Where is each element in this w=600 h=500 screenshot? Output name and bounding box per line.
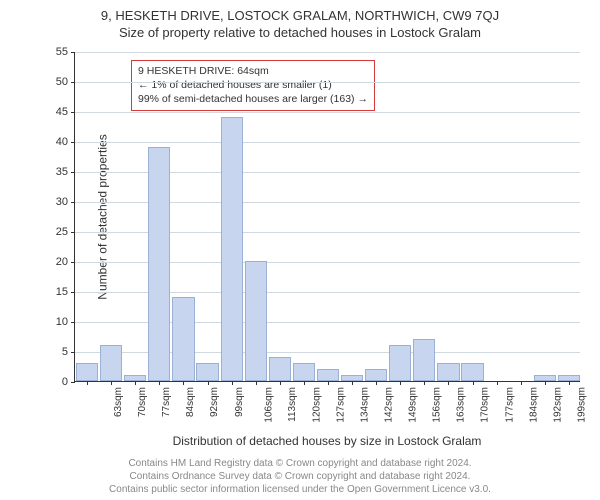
- xtick-mark: [280, 381, 281, 385]
- ytick-label: 40: [44, 136, 68, 148]
- ytick-mark: [71, 142, 75, 143]
- xtick-label: 192sqm: [552, 387, 563, 423]
- bar: [245, 261, 267, 381]
- xtick-label: 134sqm: [360, 387, 371, 423]
- ytick-mark: [71, 232, 75, 233]
- ytick-label: 15: [44, 286, 68, 298]
- xtick-label: 156sqm: [432, 387, 443, 423]
- bar: [196, 363, 218, 381]
- footer-attribution: Contains HM Land Registry data © Crown c…: [0, 457, 600, 496]
- xtick-mark: [304, 381, 305, 385]
- xtick-label: 120sqm: [311, 387, 322, 423]
- xtick-label: 184sqm: [528, 387, 539, 423]
- xtick-label: 106sqm: [263, 387, 274, 423]
- xtick-label: 163sqm: [456, 387, 467, 423]
- xtick-label: 77sqm: [161, 387, 172, 417]
- footer-line1: Contains HM Land Registry data © Crown c…: [0, 457, 600, 470]
- ytick-label: 35: [44, 166, 68, 178]
- x-axis-label: Distribution of detached houses by size …: [74, 434, 580, 448]
- bar: [148, 147, 170, 381]
- xtick-label: 127sqm: [335, 387, 346, 423]
- xtick-mark: [473, 381, 474, 385]
- xtick-mark: [87, 381, 88, 385]
- xtick-label: 177sqm: [504, 387, 515, 423]
- xtick-mark: [400, 381, 401, 385]
- bar: [100, 345, 122, 381]
- xtick-mark: [183, 381, 184, 385]
- annotation-line1: 9 HESKETH DRIVE: 64sqm: [138, 64, 368, 78]
- ytick-label: 0: [44, 376, 68, 388]
- ytick-label: 30: [44, 196, 68, 208]
- bar: [76, 363, 98, 381]
- gridline: [75, 112, 580, 113]
- xtick-label: 63sqm: [113, 387, 124, 417]
- ytick-mark: [71, 352, 75, 353]
- bar: [172, 297, 194, 381]
- gridline: [75, 52, 580, 53]
- ytick-mark: [71, 382, 75, 383]
- xtick-mark: [521, 381, 522, 385]
- ytick-mark: [71, 112, 75, 113]
- xtick-mark: [328, 381, 329, 385]
- ytick-mark: [71, 52, 75, 53]
- xtick-label: 70sqm: [137, 387, 148, 417]
- plot-area: 9 HESKETH DRIVE: 64sqm ← 1% of detached …: [74, 52, 580, 382]
- xtick-label: 149sqm: [408, 387, 419, 423]
- gridline: [75, 82, 580, 83]
- bar: [389, 345, 411, 381]
- xtick-mark: [352, 381, 353, 385]
- gridline: [75, 142, 580, 143]
- xtick-label: 142sqm: [384, 387, 395, 423]
- ytick-label: 5: [44, 346, 68, 358]
- chart-container: Number of detached properties 9 HESKETH …: [50, 52, 580, 412]
- bar: [221, 117, 243, 381]
- bar: [437, 363, 459, 381]
- xtick-mark: [256, 381, 257, 385]
- chart-title-line1: 9, HESKETH DRIVE, LOSTOCK GRALAM, NORTHW…: [0, 0, 600, 23]
- ytick-mark: [71, 82, 75, 83]
- xtick-mark: [376, 381, 377, 385]
- ytick-label: 50: [44, 76, 68, 88]
- xtick-label: 113sqm: [287, 387, 298, 422]
- xtick-mark: [424, 381, 425, 385]
- annotation-line2: ← 1% of detached houses are smaller (1): [138, 78, 368, 92]
- annotation-box: 9 HESKETH DRIVE: 64sqm ← 1% of detached …: [131, 60, 375, 111]
- xtick-mark: [448, 381, 449, 385]
- xtick-mark: [569, 381, 570, 385]
- xtick-mark: [545, 381, 546, 385]
- xtick-mark: [159, 381, 160, 385]
- bar: [365, 369, 387, 381]
- xtick-label: 84sqm: [185, 387, 196, 417]
- ytick-label: 25: [44, 226, 68, 238]
- ytick-mark: [71, 172, 75, 173]
- ytick-label: 20: [44, 256, 68, 268]
- bar: [293, 363, 315, 381]
- xtick-mark: [111, 381, 112, 385]
- xtick-mark: [497, 381, 498, 385]
- xtick-label: 99sqm: [234, 387, 245, 417]
- annotation-line3: 99% of semi-detached houses are larger (…: [138, 92, 368, 106]
- xtick-mark: [135, 381, 136, 385]
- bar: [413, 339, 435, 381]
- xtick-label: 199sqm: [576, 387, 587, 423]
- ytick-mark: [71, 202, 75, 203]
- ytick-label: 45: [44, 106, 68, 118]
- ytick-label: 55: [44, 46, 68, 58]
- ytick-label: 10: [44, 316, 68, 328]
- xtick-label: 92sqm: [209, 387, 220, 417]
- bar: [269, 357, 291, 381]
- ytick-mark: [71, 262, 75, 263]
- ytick-mark: [71, 322, 75, 323]
- footer-line3: Contains public sector information licen…: [0, 483, 600, 496]
- footer-line2: Contains Ordnance Survey data © Crown co…: [0, 470, 600, 483]
- bar: [461, 363, 483, 381]
- xtick-label: 170sqm: [480, 387, 491, 423]
- chart-title-line2: Size of property relative to detached ho…: [0, 23, 600, 40]
- ytick-mark: [71, 292, 75, 293]
- bar: [317, 369, 339, 381]
- xtick-mark: [232, 381, 233, 385]
- xtick-mark: [208, 381, 209, 385]
